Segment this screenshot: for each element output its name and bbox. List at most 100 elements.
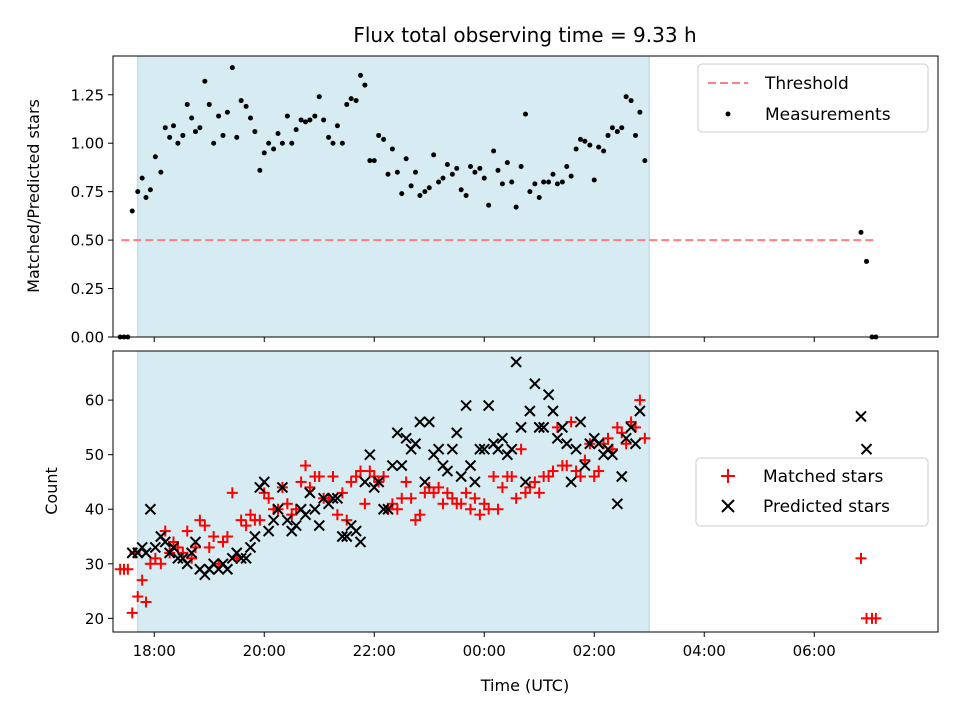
predicted-star-point xyxy=(377,503,390,515)
measurement-point xyxy=(180,132,186,138)
top-ytick-label: 1.00 xyxy=(71,135,104,153)
predicted-star-point xyxy=(570,443,582,455)
predicted-star-point xyxy=(533,421,545,434)
measurement-point xyxy=(504,160,510,166)
measurement-point xyxy=(486,202,492,208)
predicted-star-point xyxy=(299,508,312,521)
predicted-star-point xyxy=(524,405,536,417)
predicted-star-point xyxy=(455,470,467,483)
measurement-point xyxy=(495,167,501,173)
measurement-point xyxy=(587,142,593,148)
matched-star-point xyxy=(428,487,440,499)
matched-star-point xyxy=(515,443,527,455)
measurement-point xyxy=(858,229,864,235)
matched-star-point xyxy=(132,591,144,603)
predicted-star-point xyxy=(172,552,184,565)
matched-star-point xyxy=(437,498,449,510)
matched-star-point xyxy=(331,509,343,521)
matched-star-point xyxy=(378,470,390,482)
predicted-star-point xyxy=(625,421,637,434)
predicted-star-point xyxy=(262,525,275,537)
bot-ytick-label: 50 xyxy=(85,446,104,464)
matched-star-point xyxy=(565,416,577,428)
measurement-point xyxy=(578,136,583,142)
legend-measurements-swatch xyxy=(725,111,731,117)
predicted-star-point xyxy=(629,438,642,450)
matched-star-point xyxy=(190,541,201,553)
predicted-star-point xyxy=(391,427,404,439)
measurement-point xyxy=(536,194,542,200)
predicted-star-point xyxy=(244,541,257,554)
predicted-star-point xyxy=(519,476,532,488)
measurement-point xyxy=(385,171,391,177)
matched-star-point xyxy=(620,438,632,450)
matched-star-point xyxy=(474,509,486,521)
matched-star-point xyxy=(199,520,211,532)
measurement-point xyxy=(248,115,253,121)
measurement-point xyxy=(376,132,382,138)
matched-star-point xyxy=(304,481,316,493)
predicted-star-point xyxy=(372,476,385,488)
predicted-star-point xyxy=(474,443,486,455)
matched-star-point xyxy=(181,525,193,537)
measurement-point xyxy=(348,96,354,102)
matched-star-point xyxy=(593,465,605,477)
predicted-star-point xyxy=(616,470,628,483)
measurement-point xyxy=(316,94,322,100)
measurement-point xyxy=(167,134,173,140)
matched-star-point xyxy=(529,476,541,488)
predicted-star-point xyxy=(189,536,202,548)
xtick-label: 06:00 xyxy=(793,642,836,660)
predicted-star-point xyxy=(423,416,435,428)
measurement-point xyxy=(614,129,620,135)
measurement-point xyxy=(596,144,602,150)
predicted-star-point xyxy=(327,492,339,505)
predicted-star-point xyxy=(492,443,504,455)
matched-star-point xyxy=(634,394,646,406)
predicted-star-point xyxy=(354,536,367,548)
measurement-point xyxy=(413,169,418,175)
ratio-legend: Threshold Measurements xyxy=(697,63,929,133)
measurement-point xyxy=(139,175,145,181)
matched-star-point xyxy=(203,541,215,553)
measurement-point xyxy=(422,189,428,195)
predicted-star-point xyxy=(140,547,152,559)
top-ytick-label: 0.25 xyxy=(71,280,104,298)
measurement-point xyxy=(532,181,538,187)
measurement-point xyxy=(417,193,423,199)
matched-star-point xyxy=(155,558,167,570)
ratio-y-axis-label: Matched/Predicted stars xyxy=(24,99,43,293)
predicted-star-point xyxy=(185,547,198,559)
measurement-point xyxy=(403,156,409,162)
measurement-point xyxy=(864,258,869,264)
measurement-point xyxy=(550,171,556,177)
predicted-star-point xyxy=(304,487,316,499)
predicted-star-point xyxy=(136,541,148,554)
predicted-star-point xyxy=(249,530,261,543)
measurement-point xyxy=(293,127,299,133)
legend-measurements-label: Measurements xyxy=(765,105,891,125)
predicted-star-point xyxy=(611,498,624,510)
measurement-point xyxy=(628,98,634,104)
predicted-star-point xyxy=(382,503,394,515)
predicted-star-point xyxy=(592,438,605,450)
legend-matched-swatch xyxy=(721,469,735,483)
matched-star-point xyxy=(359,498,371,510)
matched-star-point xyxy=(208,531,220,543)
measurement-point xyxy=(582,138,588,144)
measurement-point xyxy=(472,169,478,175)
top-ytick-label: 0.50 xyxy=(71,232,104,250)
measurement-point xyxy=(211,140,217,146)
predicted-star-point xyxy=(419,476,431,488)
xtick-label: 04:00 xyxy=(683,642,726,660)
predicted-star-point xyxy=(542,388,555,401)
matched-star-point xyxy=(355,465,366,477)
matched-star-point xyxy=(469,492,481,504)
measurement-point xyxy=(339,140,345,146)
measurement-point xyxy=(499,181,505,187)
measurement-point xyxy=(518,163,524,169)
matched-star-point xyxy=(465,503,476,515)
bot-ytick-label: 60 xyxy=(85,392,104,410)
measurement-point xyxy=(289,140,295,146)
measurement-point xyxy=(334,123,340,129)
